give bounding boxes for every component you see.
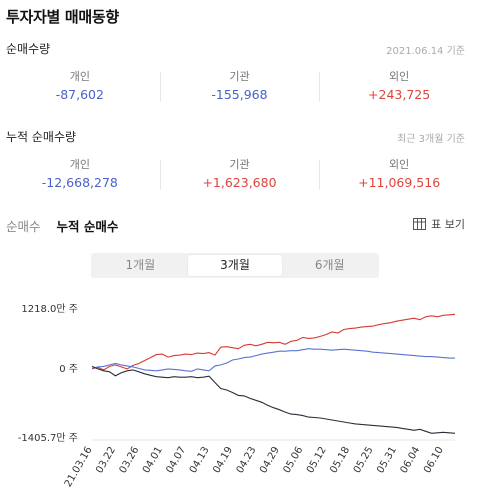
net-volume-date: 2021.06.14 기준 (386, 46, 465, 57)
x-tick-label: 04.19 (211, 445, 235, 475)
tab-cumulative-net-buy[interactable]: 누적 순매수 (56, 219, 119, 234)
net-individual-value: -87,602 (55, 87, 104, 102)
table-view-label: 표 보기 (431, 218, 465, 231)
period-3m-button[interactable]: 3개월 (187, 255, 283, 276)
x-tick-label: 03.26 (118, 445, 142, 475)
net-institution-value: -155,968 (211, 87, 268, 102)
table-view-button[interactable]: 표 보기 (413, 216, 465, 232)
series-line-institution (91, 348, 455, 372)
x-tick-label: 05.31 (375, 445, 399, 475)
x-tick-label: 06.04 (399, 445, 423, 475)
cum-individual-label: 개인 (69, 158, 90, 171)
page-title: 투자자별 매매동향 (6, 8, 119, 26)
period-6m-button[interactable]: 6개월 (314, 258, 345, 272)
x-tick-label: 06.10 (422, 445, 446, 475)
period-selector: 1개월 3개월 6개월 (91, 253, 379, 278)
x-tick-label: 05.06 (282, 445, 306, 475)
net-foreign: 외인 +243,725 (319, 68, 479, 102)
cumulative-net-buy-chart: 1218.0만 주 0 주 -1405.7만 주21.03.16 03.22 03.26… (18, 303, 456, 489)
x-tick-label: 05.18 (328, 445, 352, 475)
net-volume-heading: 순매수량 (6, 42, 51, 56)
x-tick-label: 04.07 (164, 445, 188, 475)
x-tick-label: 05.12 (305, 445, 329, 475)
net-institution-label: 기관 (229, 70, 250, 83)
tab-net-buy[interactable]: 순매수 (6, 219, 41, 234)
cumulative-volume-heading: 누적 순매수량 (6, 130, 77, 144)
series-line-foreign (91, 313, 456, 371)
cum-foreign-label: 외인 (389, 158, 410, 171)
net-volume-stats: 개인 -87,602 기관 -155,968 외인 +243,725 (0, 68, 479, 102)
chart-tabs: 순매수 누적 순매수 (6, 216, 130, 235)
cum-foreign-value: +11,069,516 (358, 175, 441, 190)
cum-institution-value: +1,623,680 (202, 175, 277, 190)
net-individual: 개인 -87,602 (0, 68, 160, 102)
series-line-individual (91, 365, 456, 434)
x-tick-label: 05.25 (352, 445, 376, 475)
x-tick-label: 04.29 (258, 445, 282, 475)
x-tick-label: 04.13 (188, 445, 212, 475)
y-tick-label: 1218.0만 주 (21, 303, 78, 315)
cum-foreign: 외인 +11,069,516 (319, 156, 479, 190)
table-icon (413, 218, 427, 230)
y-tick-label: -1405.7만 주 (18, 432, 78, 444)
net-institution: 기관 -155,968 (159, 68, 320, 102)
net-foreign-label: 외인 (389, 70, 410, 83)
x-tick-label: 04.01 (141, 445, 165, 475)
net-individual-label: 개인 (69, 70, 90, 83)
cumulative-volume-period: 최근 3개월 기준 (397, 134, 465, 145)
cum-institution: 기관 +1,623,680 (159, 156, 320, 190)
y-tick-label: 0 주 (59, 364, 78, 375)
net-foreign-value: +243,725 (368, 87, 431, 102)
x-tick-label: 04.23 (235, 445, 259, 475)
x-tick-label: 03.22 (94, 445, 118, 475)
cum-individual-value: -12,668,278 (41, 175, 118, 190)
cum-institution-label: 기관 (229, 158, 250, 171)
period-1m-button[interactable]: 1개월 (125, 258, 156, 272)
cumulative-volume-stats: 개인 -12,668,278 기관 +1,623,680 외인 +11,069,… (0, 156, 479, 190)
cum-individual: 개인 -12,668,278 (0, 156, 160, 190)
x-tick-label: 21.03.16 (63, 445, 95, 489)
